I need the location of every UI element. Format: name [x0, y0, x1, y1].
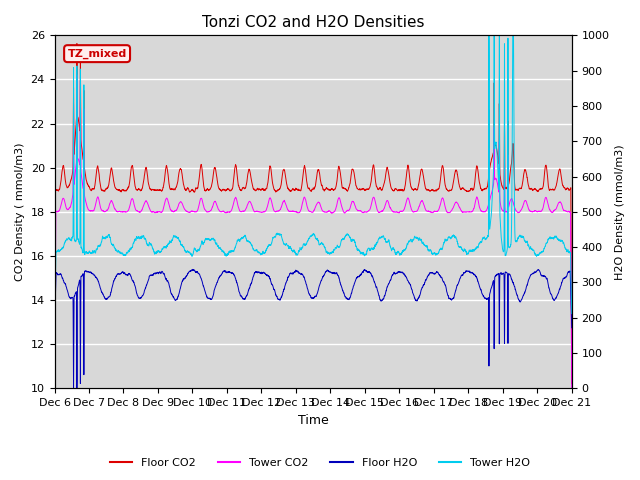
Y-axis label: CO2 Density ( mmol/m3): CO2 Density ( mmol/m3)	[15, 143, 25, 281]
Title: Tonzi CO2 and H2O Densities: Tonzi CO2 and H2O Densities	[202, 15, 424, 30]
X-axis label: Time: Time	[298, 414, 328, 427]
Y-axis label: H2O Density (mmol/m3): H2O Density (mmol/m3)	[615, 144, 625, 280]
Text: TZ_mixed: TZ_mixed	[67, 48, 127, 59]
Legend: Floor CO2, Tower CO2, Floor H2O, Tower H2O: Floor CO2, Tower CO2, Floor H2O, Tower H…	[105, 453, 535, 472]
